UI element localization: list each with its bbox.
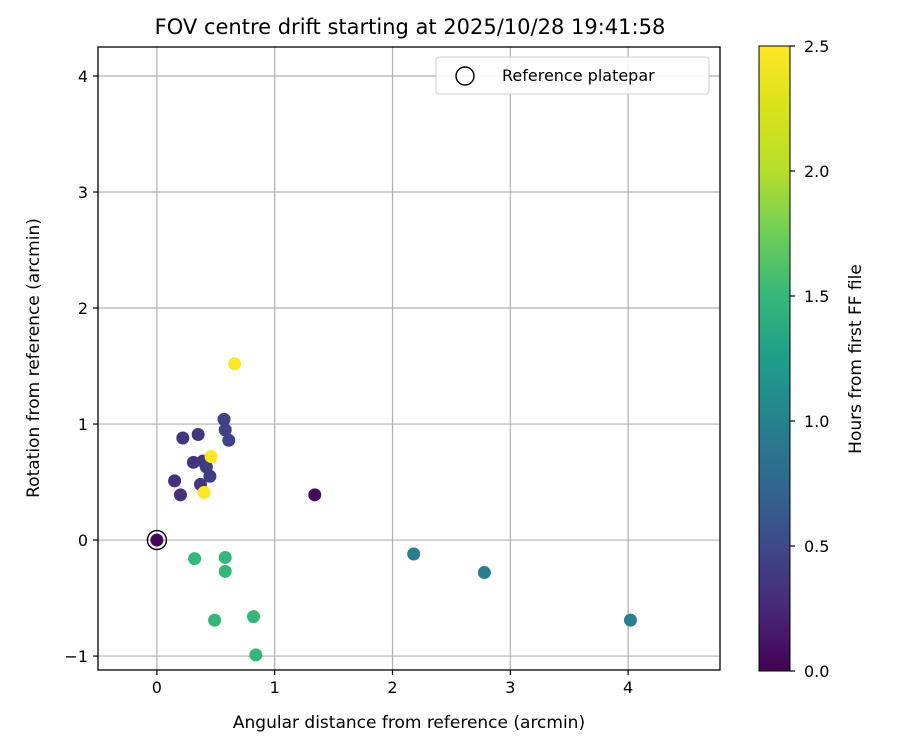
- data-point: [308, 488, 322, 502]
- data-point: [197, 485, 211, 499]
- x-tick-label: 3: [505, 678, 515, 697]
- colorbar-label: Hours from first FF file: [846, 264, 866, 454]
- data-point: [203, 469, 217, 483]
- y-tick-label: 3: [78, 183, 88, 202]
- reference-platepar-marker: [146, 529, 168, 551]
- colorbar-tick-label: 0.5: [804, 537, 829, 556]
- data-point: [173, 488, 187, 502]
- legend-label: Reference platepar: [502, 66, 655, 85]
- data-point: [222, 433, 236, 447]
- data-point: [204, 450, 218, 464]
- data-point: [218, 564, 232, 578]
- legend-reference-marker: [455, 66, 475, 86]
- data-point: [217, 412, 231, 426]
- x-tick-label: 0: [152, 678, 162, 697]
- y-axis-label: Rotation from reference (arcmin): [24, 218, 44, 498]
- data-point: [247, 610, 260, 624]
- y-axis-ticks: −1 0 1 2 3 4: [64, 67, 98, 666]
- data-point: [208, 613, 222, 627]
- colorbar-tick-label: 0.0: [804, 662, 829, 681]
- y-tick-label: 1: [78, 415, 88, 434]
- legend: Reference platepar: [435, 56, 710, 95]
- plot-frame: [97, 46, 721, 671]
- data-point: [191, 427, 205, 441]
- colorbar-tick-label: 2.5: [804, 37, 829, 56]
- data-point: [218, 550, 232, 564]
- data-point: [150, 533, 164, 547]
- colorbar-tick-label: 2.0: [804, 162, 829, 181]
- data-point: [623, 613, 637, 627]
- y-tick-label: −1: [64, 647, 88, 666]
- x-tick-label: 1: [270, 678, 280, 697]
- data-point: [228, 357, 242, 371]
- data-point: [407, 547, 421, 561]
- chart-title: FOV centre drift starting at 2025/10/28 …: [155, 15, 666, 39]
- colorbar-ticks: 0.0 0.5 1.0 1.5 2.0 2.5: [790, 37, 829, 681]
- data-point: [186, 455, 200, 469]
- colorbar: [758, 45, 791, 672]
- y-tick-label: 0: [78, 531, 88, 550]
- y-tick-label: 4: [78, 67, 88, 86]
- reference-marker-layer: [146, 529, 168, 551]
- data-point: [218, 423, 232, 437]
- data-point: [188, 552, 202, 566]
- y-tick-label: 2: [78, 299, 88, 318]
- data-point: [176, 431, 190, 445]
- colorbar-tick-label: 1.5: [804, 287, 829, 306]
- data-point: [477, 566, 491, 580]
- data-points: [150, 357, 637, 662]
- x-axis-label: Angular distance from reference (arcmin): [233, 713, 585, 733]
- data-point: [249, 648, 263, 662]
- data-point: [168, 474, 182, 488]
- x-tick-label: 4: [623, 678, 633, 697]
- colorbar-tick-label: 1.0: [804, 412, 829, 431]
- x-tick-label: 2: [387, 678, 397, 697]
- legend-box: [435, 56, 710, 95]
- x-axis-ticks: 0 1 2 3 4: [152, 670, 633, 697]
